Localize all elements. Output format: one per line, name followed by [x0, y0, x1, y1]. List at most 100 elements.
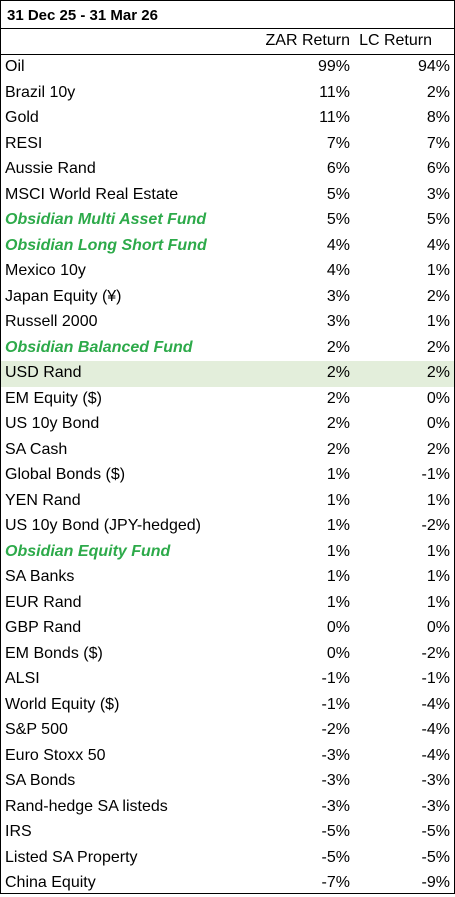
asset-name-cell: S&P 500 [5, 721, 68, 738]
table-row: Japan Equity (¥) 3% 2% [1, 285, 454, 311]
table-row: RESI 7% 7% [1, 132, 454, 158]
zar-return-cell: 99% [317, 58, 350, 75]
lc-return-cell: 1% [426, 593, 450, 611]
table-row: SA Bonds -3% -3% [1, 769, 454, 795]
lc-return-cell: 2% [426, 440, 450, 458]
zar-return-cell: 7% [326, 134, 350, 152]
lc-return-header: LC Return [359, 32, 432, 49]
lc-return-cell: -3% [421, 772, 450, 789]
lc-return-cell: 2% [426, 338, 450, 356]
lc-return-cell: 1% [426, 313, 450, 330]
table-row: Obsidian Long Short Fund 4% 4% [1, 234, 454, 260]
lc-return-cell: 3% [426, 185, 450, 203]
asset-name-cell: SA Bonds [5, 772, 76, 789]
table-row: S&P 500 -2% -4% [1, 718, 454, 744]
table-row: Obsidian Balanced Fund 2% 2% [1, 336, 454, 362]
zar-return-cell: 2% [326, 415, 350, 432]
lc-return-cell: 0% [426, 389, 450, 407]
table-row: SA Banks 1% 1% [1, 565, 454, 591]
zar-return-cell: 1% [326, 542, 350, 560]
lc-return-cell: -2% [421, 644, 450, 662]
asset-name-cell: Japan Equity (¥) [5, 287, 122, 305]
asset-name-cell: World Equity ($) [5, 695, 120, 713]
lc-return-cell: 6% [426, 160, 450, 177]
table-row: Listed SA Property -5% -5% [1, 846, 454, 872]
table-row: Gold 11% 8% [1, 106, 454, 132]
asset-name-cell: China Equity [5, 874, 96, 891]
asset-name-cell: IRS [5, 823, 32, 840]
zar-return-cell: 1% [326, 466, 350, 483]
table-row: Brazil 10y 11% 2% [1, 81, 454, 107]
lc-return-cell: -1% [421, 670, 450, 687]
fund-name-cell: Obsidian Balanced Fund [5, 338, 193, 356]
lc-return-cell: 2% [426, 364, 450, 381]
asset-name-cell: YEN Rand [5, 491, 81, 509]
table-row: Euro Stoxx 50 -3% -4% [1, 744, 454, 770]
table-row: World Equity ($) -1% -4% [1, 693, 454, 719]
asset-name-cell: Global Bonds ($) [5, 466, 126, 483]
zar-return-cell: 2% [326, 389, 350, 407]
table-row: GBP Rand 0% 0% [1, 616, 454, 642]
zar-return-cell: 11% [319, 109, 350, 126]
asset-name-cell: Russell 2000 [5, 313, 98, 330]
zar-return-cell: -2% [321, 721, 350, 738]
zar-return-cell: 1% [326, 491, 350, 509]
asset-name-cell: USD Rand [5, 364, 82, 381]
lc-return-cell: -4% [421, 746, 450, 764]
zar-return-cell: 3% [326, 313, 350, 330]
lc-return-cell: 2% [426, 83, 450, 101]
asset-name-cell: Oil [5, 58, 25, 75]
lc-return-cell: 4% [426, 236, 450, 254]
lc-return-cell: -3% [421, 797, 450, 815]
table-title: 31 Dec 25 - 31 Mar 26 [7, 7, 158, 24]
zar-return-cell: 11% [319, 83, 350, 101]
zar-return-cell: 4% [326, 236, 350, 254]
zar-return-cell: 6% [326, 160, 350, 177]
zar-return-cell: 2% [326, 364, 350, 381]
table-row: Obsidian Multi Asset Fund 5% 5% [1, 208, 454, 234]
asset-name-cell: US 10y Bond (JPY-hedged) [5, 517, 201, 534]
title-row: 31 Dec 25 - 31 Mar 26 [1, 1, 454, 29]
zar-return-cell: 2% [326, 338, 350, 356]
table-row: US 10y Bond 2% 0% [1, 412, 454, 438]
zar-return-cell: 3% [326, 287, 350, 305]
table-row: Rand-hedge SA listeds -3% -3% [1, 795, 454, 821]
asset-name-cell: EM Equity ($) [5, 389, 102, 407]
asset-name-cell: SA Banks [5, 568, 75, 585]
zar-return-cell: 5% [326, 211, 350, 228]
zar-return-cell: 2% [326, 440, 350, 458]
zar-return-cell: 1% [326, 517, 350, 534]
lc-return-cell: 1% [426, 568, 450, 585]
lc-return-cell: -2% [421, 517, 450, 534]
asset-name-cell: Rand-hedge SA listeds [5, 797, 168, 815]
lc-return-cell: 0% [426, 415, 450, 432]
lc-return-cell: 8% [426, 109, 450, 126]
zar-return-cell: -7% [321, 874, 350, 891]
zar-return-cell: 0% [326, 619, 350, 636]
asset-name-cell: EM Bonds ($) [5, 644, 103, 662]
asset-name-cell: SA Cash [5, 440, 68, 458]
zar-return-cell: -5% [321, 848, 350, 866]
table-row: Obsidian Equity Fund 1% 1% [1, 540, 454, 566]
lc-return-cell: -4% [421, 721, 450, 738]
zar-return-cell: -1% [321, 695, 350, 713]
table-row: ALSI -1% -1% [1, 667, 454, 693]
fund-name-cell: Obsidian Equity Fund [5, 542, 171, 560]
lc-return-cell: -4% [421, 695, 450, 713]
asset-name-cell: Brazil 10y [5, 83, 76, 101]
table-row: Aussie Rand 6% 6% [1, 157, 454, 183]
fund-name-cell: Obsidian Multi Asset Fund [5, 211, 207, 228]
table-row: MSCI World Real Estate 5% 3% [1, 183, 454, 209]
zar-return-cell: 1% [326, 593, 350, 611]
asset-name-cell: Euro Stoxx 50 [5, 746, 106, 764]
zar-return-cell: -5% [321, 823, 350, 840]
asset-name-cell: ALSI [5, 670, 40, 687]
zar-return-header: ZAR Return [265, 32, 350, 49]
lc-return-cell: -9% [421, 874, 450, 891]
lc-return-cell: 1% [426, 542, 450, 560]
table-row: Oil 99% 94% [1, 55, 454, 81]
lc-return-cell: 2% [426, 287, 450, 305]
asset-name-cell: MSCI World Real Estate [5, 185, 179, 203]
header-row: ZAR Return LC Return [1, 29, 454, 55]
